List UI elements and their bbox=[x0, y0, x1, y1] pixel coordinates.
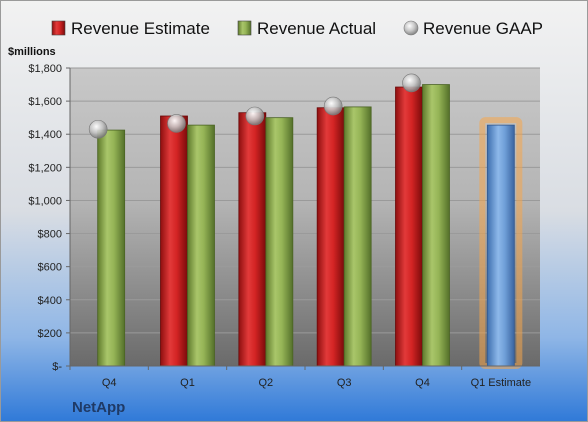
legend: Revenue Estimate Revenue Actual Revenue GA… bbox=[51, 19, 543, 38]
y-tick-label: $1,600 bbox=[28, 96, 62, 108]
y-tick-label: $400 bbox=[38, 295, 62, 307]
x-tick-label: Q4 bbox=[102, 377, 117, 389]
gaap-point bbox=[245, 106, 265, 126]
y-tick-label: $- bbox=[52, 361, 62, 373]
x-tick-label: Q1 bbox=[180, 377, 195, 389]
estimate-bar bbox=[238, 112, 267, 367]
green-square-icon bbox=[237, 20, 252, 36]
actual-bar bbox=[265, 117, 294, 367]
legend-label: Revenue GAAP bbox=[423, 19, 543, 38]
estimate-bar bbox=[395, 86, 423, 367]
x-tick-label: Q2 bbox=[258, 377, 273, 389]
x-tick-label: Q4 bbox=[415, 377, 430, 389]
y-axis: $- $200 $400 $600 $800 $1,000 $1,200 $1,400 $1,6… bbox=[28, 63, 71, 373]
y-tick-label: $1,800 bbox=[28, 63, 62, 75]
y-tick-label: $200 bbox=[38, 328, 62, 340]
legend-label: Revenue Estimate bbox=[71, 19, 210, 38]
plot-area bbox=[70, 68, 540, 366]
gaap-point bbox=[167, 114, 186, 133]
estimate-bar bbox=[160, 115, 188, 367]
actual-bar bbox=[422, 84, 450, 367]
red-square-icon bbox=[51, 20, 66, 36]
y-tick-label: $800 bbox=[38, 229, 62, 241]
y-tick-label: $1,200 bbox=[28, 162, 62, 174]
x-tick-label: Q3 bbox=[337, 377, 352, 389]
gray-circle-icon bbox=[403, 20, 419, 36]
actual-bar bbox=[343, 106, 372, 367]
y-tick-label: $1,000 bbox=[28, 195, 62, 207]
actual-bar bbox=[97, 129, 126, 367]
gaap-point bbox=[88, 119, 108, 139]
gaap-point bbox=[323, 96, 343, 116]
company-name: NetApp bbox=[72, 399, 125, 416]
y-tick-label: $1,400 bbox=[28, 129, 62, 141]
legend-label: Revenue Actual bbox=[257, 19, 376, 38]
gaap-point bbox=[402, 73, 421, 93]
unit-label: $millions bbox=[8, 46, 56, 58]
gaap-points bbox=[88, 73, 421, 139]
estimate-bar bbox=[316, 107, 345, 367]
actual-bar bbox=[187, 124, 215, 367]
x-tick-label: Q1 Estimate bbox=[471, 377, 532, 389]
y-tick-label: $600 bbox=[38, 262, 62, 274]
bars bbox=[97, 84, 523, 369]
x-axis: Q4 Q1 Q2 Q3 Q4 Q1 Estimate bbox=[69, 365, 540, 389]
projected-bar bbox=[486, 124, 515, 367]
